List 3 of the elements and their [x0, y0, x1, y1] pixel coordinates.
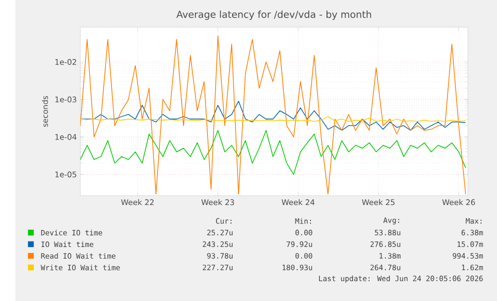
- chart-title: Average latency for /dev/vda - by month: [176, 10, 372, 20]
- line-series: [80, 35, 466, 194]
- line-series: [80, 130, 466, 175]
